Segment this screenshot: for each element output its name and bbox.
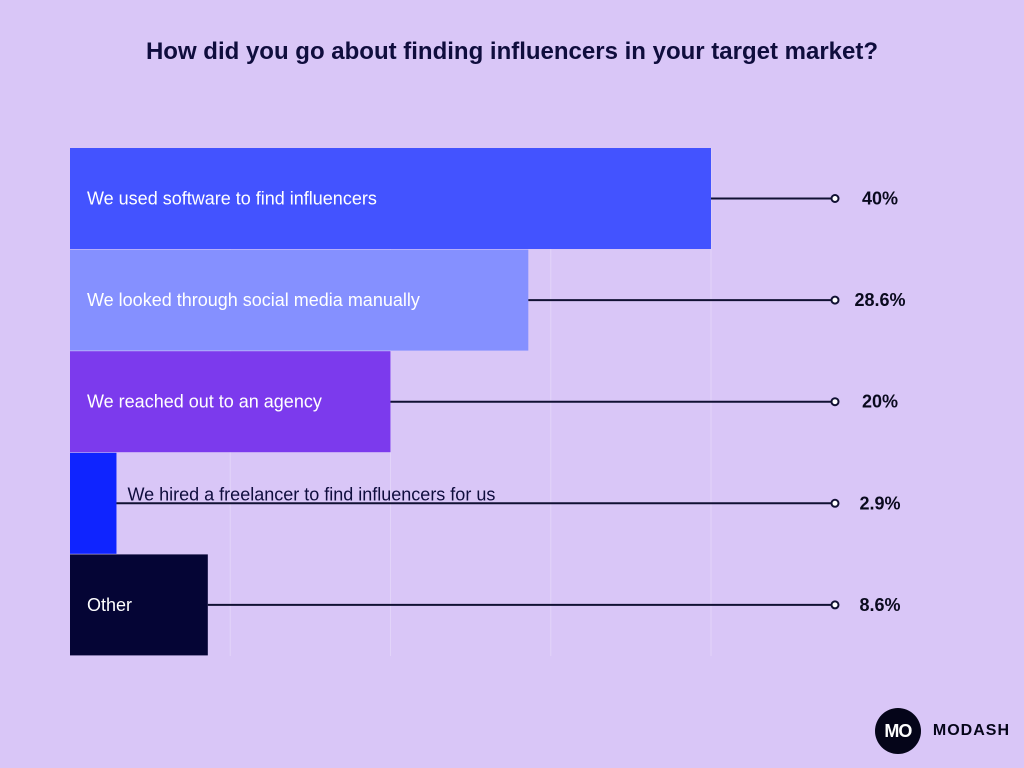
brand: MO MODASH [874, 708, 1010, 754]
bar [70, 554, 208, 656]
bar [70, 249, 529, 351]
bar [70, 148, 711, 249]
category-label: We hired a freelancer to find influencer… [127, 484, 495, 504]
value-label: 2.9% [859, 493, 900, 513]
value-label: 28.6% [854, 290, 905, 310]
bar [70, 452, 117, 554]
value-label: 20% [862, 392, 898, 412]
brand-logo-icon: MO [874, 708, 921, 754]
brand-name: MODASH [932, 722, 1010, 739]
leader-marker [830, 194, 840, 203]
chart-title: How did you go about finding influencers… [145, 38, 879, 65]
leader-marker [830, 397, 840, 407]
bar [70, 351, 391, 453]
leader-marker [830, 600, 840, 610]
category-label: We reached out to an agency [87, 392, 322, 412]
category-label: We looked through social media manually [87, 290, 420, 310]
value-label: 8.6% [859, 595, 900, 615]
leader-marker [830, 498, 840, 508]
category-label: Other [87, 595, 132, 615]
category-label: We used software to find influencers [87, 189, 377, 209]
value-label: 40% [862, 189, 898, 209]
leader-marker [830, 295, 840, 305]
